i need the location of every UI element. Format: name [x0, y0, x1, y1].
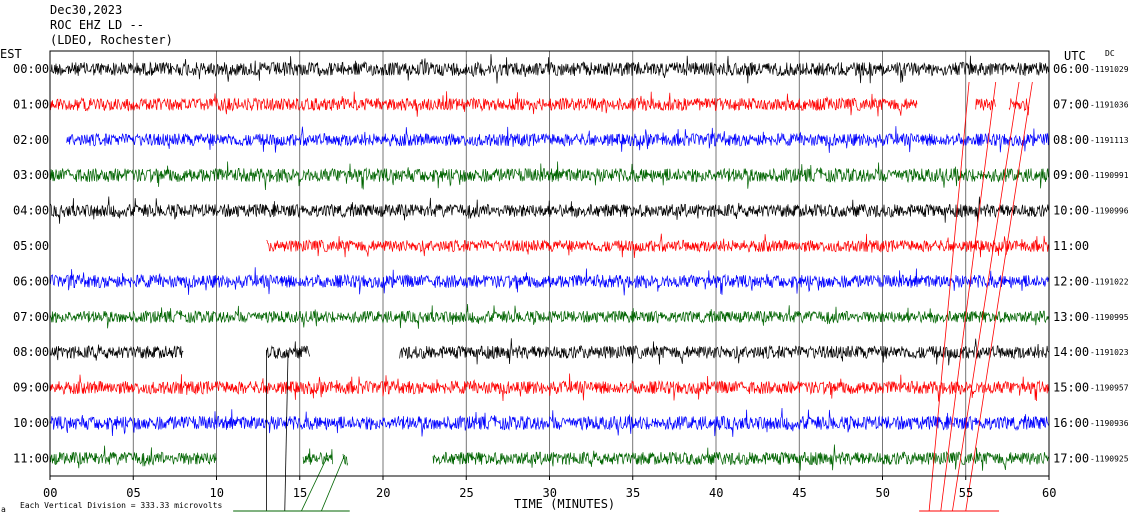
trace-row-07:00	[49, 303, 1049, 329]
slant-line-7	[284, 349, 289, 512]
est-hour-label: 04:00	[13, 204, 49, 218]
utc-hour-label: 11:00	[1053, 239, 1089, 253]
dc-offset-value: -1191036	[1090, 100, 1129, 109]
utc-hour-label: 08:00	[1053, 133, 1089, 147]
trace-segment	[49, 91, 918, 117]
dc-offset-value: -1190957	[1090, 384, 1129, 393]
trace-segment	[975, 98, 996, 111]
x-tick-label: 10	[210, 486, 224, 500]
event-slant-lines	[233, 81, 1033, 512]
est-hour-label: 08:00	[13, 345, 49, 359]
trace-segment	[49, 161, 1049, 191]
dc-offset-value: -1191022	[1090, 277, 1129, 286]
trace-segment	[266, 233, 1050, 259]
est-hour-label: 01:00	[13, 97, 49, 111]
trace-row-01:00	[49, 91, 1030, 117]
trace-segment	[49, 54, 1049, 84]
trace-row-11:00	[49, 444, 1049, 471]
slant-line-5	[321, 454, 346, 512]
trace-segment	[342, 453, 349, 467]
dc-offset-value: -1190995	[1090, 313, 1129, 322]
scale-note-marker: a	[1, 505, 6, 514]
trace-segment	[432, 444, 1049, 471]
slant-line-2	[952, 81, 1020, 512]
est-hour-label: 06:00	[13, 274, 49, 288]
trace-segment	[302, 448, 333, 465]
trace-segment	[49, 445, 217, 469]
x-tick-labels: 00 05 10 15 20 25 30 35 40 45 50 55 60	[43, 476, 1056, 500]
x-tick-label: 40	[709, 486, 723, 500]
dc-offset-value: -1191113	[1090, 136, 1129, 145]
utc-hour-label: 10:00	[1053, 204, 1089, 218]
est-hour-label: 07:00	[13, 310, 49, 324]
trace-row-05:00	[266, 233, 1050, 259]
dc-offset-value: -1190991	[1090, 171, 1129, 180]
x-tick-label: 15	[293, 486, 307, 500]
utc-hour-label: 06:00	[1053, 62, 1089, 76]
slant-line-3	[965, 81, 1033, 512]
x-tick-label: 55	[959, 486, 973, 500]
trace-segment	[399, 338, 1050, 366]
utc-hour-label: 16:00	[1053, 416, 1089, 430]
trace-row-10:00	[49, 407, 1049, 437]
utc-hour-label: 13:00	[1053, 310, 1089, 324]
x-tick-label: 60	[1042, 486, 1056, 500]
est-hour-label: 00:00	[13, 62, 49, 76]
x-tick-label: 00	[43, 486, 57, 500]
utc-hour-label: 07:00	[1053, 97, 1089, 111]
dc-offset-value: -1191023	[1090, 348, 1129, 357]
dc-offset-value: -1190996	[1090, 207, 1129, 216]
est-hour-label: 09:00	[13, 381, 49, 395]
utc-hour-label: 15:00	[1053, 381, 1089, 395]
trace-row-09:00	[49, 373, 1049, 402]
time-gridlines	[132, 51, 967, 476]
scale-note: Each Vertical Division = 333.33 microvol…	[20, 501, 222, 510]
x-tick-label: 30	[543, 486, 557, 500]
left-timezone-label: EST	[0, 47, 22, 61]
est-hour-label: 02:00	[13, 133, 49, 147]
utc-hour-label: 14:00	[1053, 345, 1089, 359]
dc-offset-value: -1191029	[1090, 65, 1129, 74]
seismic-traces	[49, 54, 1050, 471]
est-hour-label: 03:00	[13, 168, 49, 182]
x-tick-label: 50	[876, 486, 890, 500]
est-hour-label: 05:00	[13, 239, 49, 253]
dc-offset-value: -1190936	[1090, 419, 1129, 428]
utc-hour-label: 09:00	[1053, 168, 1089, 182]
x-tick-label: 20	[376, 486, 390, 500]
x-tick-label: 25	[459, 486, 473, 500]
trace-segment	[49, 373, 1049, 402]
x-tick-label: 35	[626, 486, 640, 500]
trace-segment	[49, 267, 1049, 296]
trace-segment	[49, 196, 1049, 224]
x-axis-label: TIME (MINUTES)	[514, 497, 615, 511]
trace-row-00:00	[49, 54, 1049, 84]
utc-hour-label: 17:00	[1053, 451, 1089, 465]
x-tick-label: 45	[792, 486, 806, 500]
x-tick-label: 05	[126, 486, 140, 500]
trace-segment	[66, 126, 1050, 153]
trace-segment	[49, 344, 184, 361]
right-timezone-label: UTC	[1064, 49, 1086, 63]
station-location: (LDEO, Rochester)	[50, 33, 173, 47]
est-hour-label: 11:00	[13, 451, 49, 465]
utc-hour-label: 12:00	[1053, 274, 1089, 288]
trace-segment	[49, 407, 1049, 437]
trace-segment	[49, 303, 1049, 329]
trace-segment	[1008, 98, 1030, 116]
trace-row-04:00	[49, 196, 1049, 224]
slant-line-4	[301, 454, 329, 512]
dc-offset-value: -1190925	[1090, 454, 1129, 463]
trace-row-06:00	[49, 267, 1049, 296]
slant-line-0	[928, 81, 970, 512]
trace-row-03:00	[49, 161, 1049, 191]
est-hour-label: 10:00	[13, 416, 49, 430]
trace-row-02:00	[66, 126, 1050, 153]
slant-line-1	[940, 81, 997, 512]
dc-label: DC	[1105, 49, 1115, 58]
station-code: ROC EHZ LD --	[50, 18, 144, 32]
plot-date: Dec30,2023	[50, 3, 123, 17]
